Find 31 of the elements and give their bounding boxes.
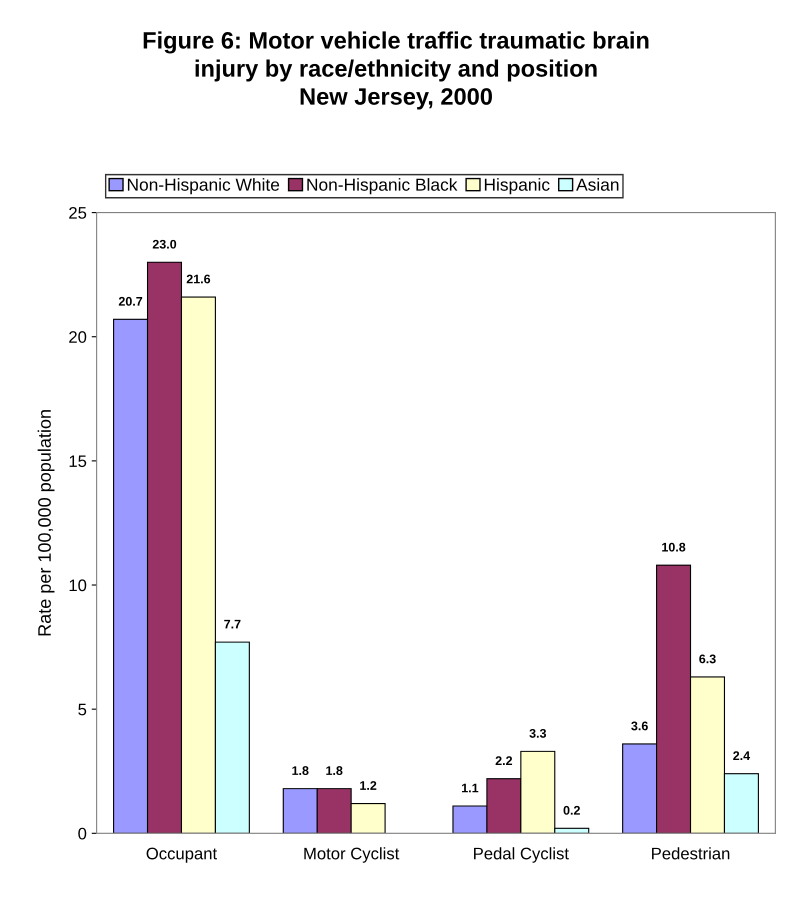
data-label: 6.3 [699,654,716,664]
legend-label: Hispanic [484,178,550,194]
legend-label: Asian [576,178,618,191]
data-label: 2.2 [496,756,512,765]
data-label: 20.7 [118,296,142,306]
data-label: 2.4 [733,751,750,760]
data-label: 1.2 [360,781,376,790]
y-axis-title: Rate per 100,000 population [38,410,54,636]
data-label: 10.8 [662,542,686,552]
data-label: 1.8 [292,766,309,776]
chart-title: Figure 6: Motor vehicle traffic traumatic brain injury by race/ethnicity and position New Jersey, 2000 [144,31,648,110]
y-tick-label: 25 [69,206,86,219]
x-tick-label: Pedal Cyclist [474,847,569,863]
data-label: 0.2 [564,806,580,815]
x-tick-label: Occupant [146,848,218,863]
data-label: 21.6 [186,274,210,284]
y-tick-label: 15 [70,455,86,468]
data-label: 1.1 [462,784,478,792]
x-tick-label: Pedestrian [652,847,730,860]
y-tick-label: 5 [78,704,86,716]
legend-label: Non-Hispanic Black [307,178,458,194]
data-label: 3.6 [631,721,648,730]
x-tick-label: Motor Cyclist [304,847,400,863]
y-tick-label: 20 [69,331,86,343]
data-label: 7.7 [224,620,241,628]
legend-label: Non-Hispanic White [128,178,280,194]
data-label: 23.0 [152,240,176,249]
data-label: 3.3 [529,728,546,738]
data-label: 1.8 [326,766,342,776]
y-tick-label: 0 [78,828,86,840]
y-tick-label: 10 [70,579,86,592]
